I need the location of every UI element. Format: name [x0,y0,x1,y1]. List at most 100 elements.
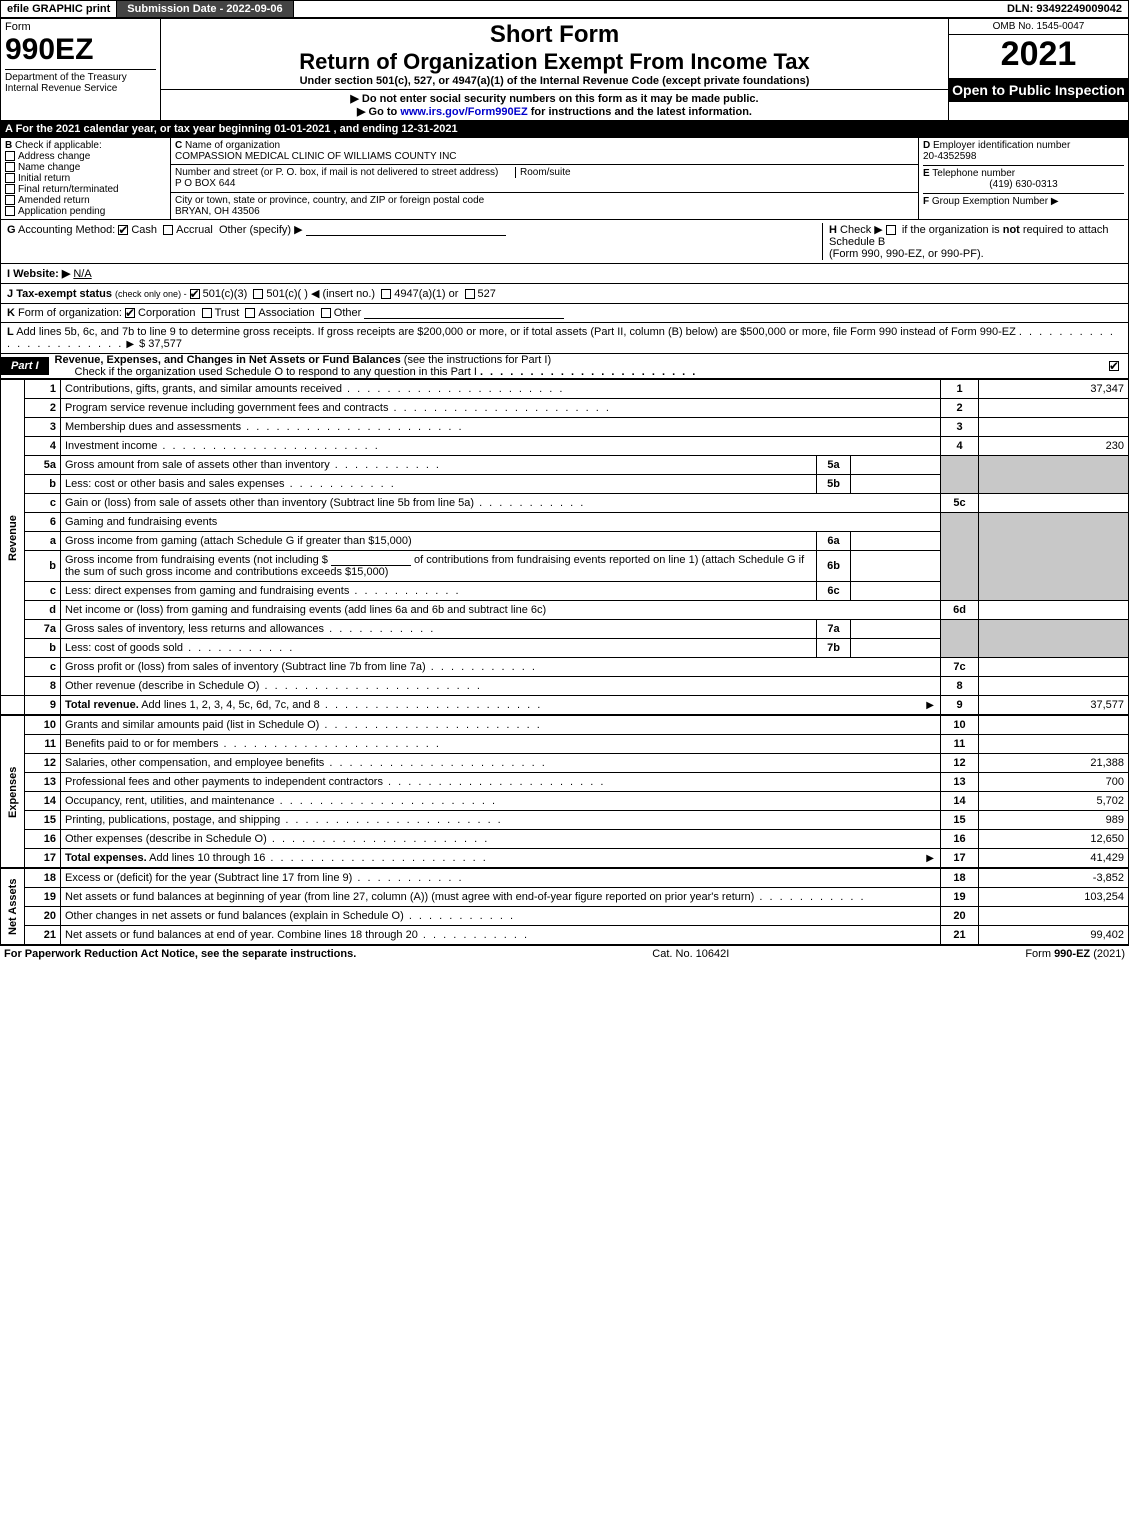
part-1-header: Part I Revenue, Expenses, and Changes in… [0,354,1129,379]
form-department: Department of the Treasury Internal Reve… [5,69,156,94]
chk-501c3[interactable] [190,289,200,299]
line-3-no: 3 [25,418,61,437]
line-15-no: 15 [25,811,61,830]
section-d-label: D [923,140,930,151]
website-value: N/A [73,268,91,280]
line-7a-sub: 7a [817,620,851,639]
chk-other-org[interactable] [321,308,331,318]
chk-527[interactable] [465,289,475,299]
chk-address-change[interactable]: Address change [5,151,166,162]
section-f-label: F [923,196,929,207]
top-bar: efile GRAPHIC print Submission Date - 20… [0,0,1129,18]
line-16-no: 16 [25,830,61,849]
return-title: Return of Organization Exempt From Incom… [165,49,944,75]
line-13-no: 13 [25,773,61,792]
section-g-other-input[interactable] [306,224,506,236]
chk-amended-return[interactable]: Amended return [5,195,166,206]
note-no-ssn: ▶ Do not enter social security numbers o… [165,92,944,105]
line-6d: d Net income or (loss) from gaming and f… [1,601,1129,620]
chk-association[interactable] [245,308,255,318]
chk-trust[interactable] [202,308,212,318]
line-7c: c Gross profit or (loss) from sales of i… [1,658,1129,677]
line-17: 17 Total expenses. Add lines 10 through … [1,849,1129,868]
section-g-label: G [7,224,16,236]
line-7a-subval [851,620,941,639]
line-1-rno: 1 [941,380,979,399]
chk-cash-label: Cash [131,224,157,236]
city-label: City or town, state or province, country… [175,195,484,206]
line-7c-val [979,658,1129,677]
line-17-val: 41,429 [979,849,1129,868]
chk-501c-label: 501(c)( ) [266,288,308,300]
line-6-no: 6 [25,513,61,532]
section-j: J Tax-exempt status (check only one) - 5… [0,284,1129,304]
line-12-val: 21,388 [979,754,1129,773]
line-1-val: 37,347 [979,380,1129,399]
line-21-desc: Net assets or fund balances at end of ye… [61,926,941,945]
line-5c-val [979,494,1129,513]
chk-527-label: 527 [478,288,496,300]
line-13-rno: 13 [941,773,979,792]
chk-cash[interactable] [118,225,128,235]
chk-other-org-label: Other [334,307,362,319]
room-label: Room/suite [515,167,571,178]
chk-application-pending[interactable]: Application pending [5,206,166,217]
telephone-value: (419) 630-0313 [923,179,1124,190]
line-13-val: 700 [979,773,1129,792]
chk-accrual-label: Accrual [176,224,213,236]
under-section-text: Under section 501(c), 527, or 4947(a)(1)… [165,75,944,87]
note-goto-prefix: ▶ Go to [357,106,400,118]
dln-label: DLN: 93492249009042 [1001,1,1128,17]
section-e-label: E [923,168,930,179]
line-12-desc: Salaries, other compensation, and employ… [61,754,941,773]
line-6c-desc: Less: direct expenses from gaming and fu… [61,582,817,601]
line-5c-rno: 5c [941,494,979,513]
line-8-rno: 8 [941,677,979,696]
chk-initial-return[interactable]: Initial return [5,173,166,184]
irs-link[interactable]: www.irs.gov/Form990EZ [400,106,527,118]
part-1-label: Part I [1,357,49,375]
arrow-icon [926,852,936,864]
line-7c-desc: Gross profit or (loss) from sales of inv… [61,658,941,677]
section-j-sub: (check only one) - [115,289,187,299]
line-4-no: 4 [25,437,61,456]
chk-accrual[interactable] [163,225,173,235]
line-2-no: 2 [25,399,61,418]
line-7b-no: b [25,639,61,658]
line-21: 21 Net assets or fund balances at end of… [1,926,1129,945]
section-i: I Website: ▶ N/A [0,264,1129,284]
street-label: Number and street (or P. O. box, if mail… [175,167,498,178]
section-f: F Group Exemption Number ▶ [923,193,1124,207]
efile-print-label[interactable]: efile GRAPHIC print [1,1,117,17]
line-20-val [979,907,1129,926]
revenue-table: Revenue 1 Contributions, gifts, grants, … [0,379,1129,715]
line-6a-sub: 6a [817,532,851,551]
section-l: L Add lines 5b, 6c, and 7b to line 9 to … [0,323,1129,354]
line-4-desc: Investment income [61,437,941,456]
section-k: K Form of organization: Corporation Trus… [0,304,1129,323]
chk-final-return[interactable]: Final return/terminated [5,184,166,195]
line-11-rno: 11 [941,735,979,754]
line-20-desc: Other changes in net assets or fund bala… [61,907,941,926]
form-word: Form [5,21,156,33]
line-8-no: 8 [25,677,61,696]
chk-501c[interactable] [253,289,263,299]
line-19-desc: Net assets or fund balances at beginning… [61,888,941,907]
chk-name-change[interactable]: Name change [5,162,166,173]
line-6b-sub: 6b [817,551,851,582]
chk-corporation[interactable] [125,308,135,318]
line-1-no: 1 [25,380,61,399]
line-9-rno: 9 [941,696,979,715]
section-i-label: I [7,268,10,280]
part-1-checkbox[interactable] [1109,360,1128,372]
line-18-rno: 18 [941,869,979,888]
line-16-desc: Other expenses (describe in Schedule O) [61,830,941,849]
part-1-title: Revenue, Expenses, and Changes in Net As… [49,354,1109,378]
chk-4947a1[interactable] [381,289,391,299]
gross-receipts-value: $ 37,577 [139,338,182,350]
section-c-name: C Name of organization COMPASSION MEDICA… [171,138,919,165]
chk-schedule-b[interactable] [886,225,896,235]
line-4-val: 230 [979,437,1129,456]
ein-value: 20-4352598 [923,151,976,162]
section-k-other-input[interactable] [364,307,564,319]
